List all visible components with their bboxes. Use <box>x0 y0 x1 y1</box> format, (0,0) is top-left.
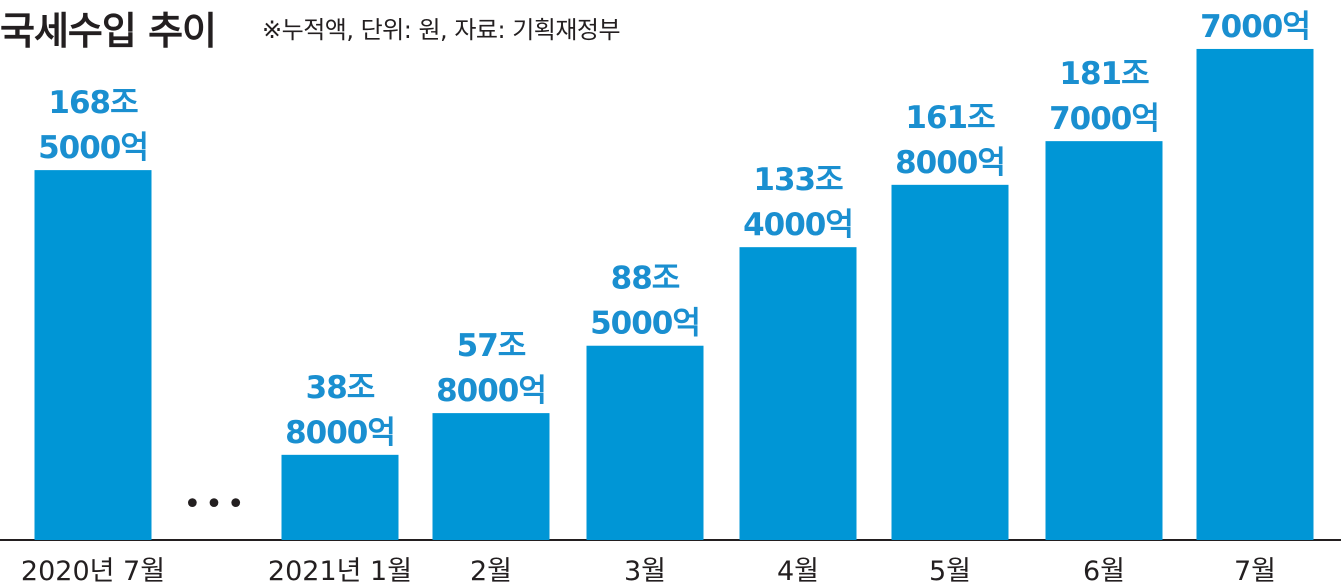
x-tick-label-1: 2020년 7월 <box>21 556 165 586</box>
chart-subtitle: ※누적액, 단위: 원, 자료: 기획재정부 <box>262 16 621 44</box>
data-label-1-line-1: 168조 <box>48 85 138 121</box>
x-tick-label-5: 4월 <box>777 556 819 586</box>
data-label-2-line-1: 38조 <box>306 370 375 406</box>
bar-8 <box>1196 48 1314 540</box>
chart-title: 국세수입 추이 <box>0 9 217 53</box>
x-tick-label-8: 7월 <box>1234 556 1276 586</box>
gap-marker: ••• <box>183 487 248 522</box>
data-label-6-line-1: 161조 <box>905 100 995 136</box>
data-label-2-line-2: 8000억 <box>285 415 395 451</box>
data-label-3-line-1: 57조 <box>457 328 526 364</box>
bar-5 <box>739 247 857 541</box>
data-label-4-line-1: 88조 <box>611 261 680 297</box>
data-label-8-line-2: 7000억 <box>1200 9 1310 45</box>
data-label-5-line-1: 133조 <box>753 162 843 198</box>
x-tick-label-3: 2월 <box>470 556 512 586</box>
data-label-5-line-2: 4000억 <box>743 207 853 243</box>
bar-3 <box>432 413 550 540</box>
data-label-3-line-2: 8000억 <box>436 373 546 409</box>
data-label-6-line-2: 8000억 <box>895 145 1005 181</box>
bar-6 <box>891 184 1009 540</box>
x-tick-label-4: 3월 <box>624 556 666 586</box>
x-tick-label-2: 2021년 1월 <box>268 556 412 586</box>
x-tick-label-7: 6월 <box>1083 556 1125 586</box>
bar-4 <box>586 345 704 540</box>
data-label-1-line-2: 5000억 <box>38 130 148 166</box>
x-tick-label-6: 5월 <box>929 556 971 586</box>
bar-7 <box>1045 141 1163 540</box>
data-label-4-line-2: 5000억 <box>590 306 700 342</box>
bar-1 <box>34 170 152 540</box>
data-label-7-line-1: 181조 <box>1059 56 1149 92</box>
bar-2 <box>281 454 399 540</box>
data-label-7-line-2: 7000억 <box>1049 101 1159 137</box>
